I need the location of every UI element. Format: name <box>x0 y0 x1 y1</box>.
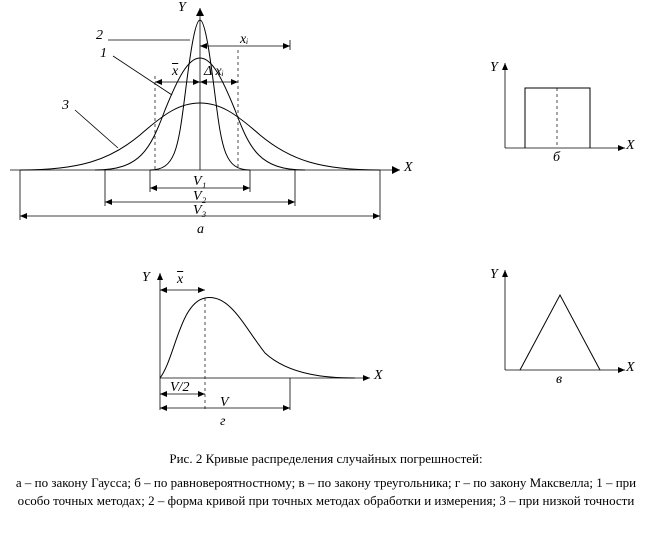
panel-g-Vhalf-label: V/2 <box>170 380 189 396</box>
panel-a-x-axis-label: X <box>404 160 413 176</box>
panel-v-x-axis-label: X <box>626 360 635 376</box>
panel-a-label-1: 1 <box>100 46 107 62</box>
panel-g-x-axis-label: X <box>374 368 383 384</box>
panel-a-y-axis-label: Y <box>178 0 186 16</box>
figure-title-text: Кривые распределения случайных погрешнос… <box>206 451 483 466</box>
figure-id: Рис. 2 <box>169 451 202 466</box>
panel-b-x-axis-label: X <box>626 138 635 154</box>
panel-a-V3-label: V₃ <box>193 203 206 219</box>
panel-a-svg <box>0 0 430 240</box>
panel-a-xi-label: xᵢ <box>240 32 248 48</box>
panel-v: Y X в <box>490 255 640 405</box>
panel-a-V1-label: V₁ <box>193 174 206 190</box>
figure-title: Рис. 2 Кривые распределения случайных по… <box>0 450 652 468</box>
panel-b-y-axis-label: Y <box>490 60 498 76</box>
panel-v-sublabel: в <box>556 372 562 388</box>
panel-b-svg <box>490 48 640 178</box>
figure-legend: а – по закону Гаусса; б – по равновероят… <box>0 474 652 510</box>
panel-g-sublabel: г <box>220 414 225 430</box>
panel-g-V-label: V <box>220 395 229 411</box>
caption-block: Рис. 2 Кривые распределения случайных по… <box>0 450 652 511</box>
panel-a: Y X 2 1 3 xᵢ Δ xᵢ x V₁ V₂ V₃ а <box>0 0 430 240</box>
panel-b-sublabel: б <box>553 150 560 166</box>
panel-a-sublabel: а <box>197 222 204 238</box>
panel-g-svg <box>130 258 390 438</box>
panel-a-dxi-label: Δ xᵢ <box>204 64 224 80</box>
panel-g: Y X x V/2 V г <box>130 258 390 438</box>
panel-a-label-2: 2 <box>96 28 103 44</box>
panel-v-svg <box>490 255 640 405</box>
panel-g-xbar-label: x <box>177 272 183 288</box>
figure-wrap: Y X 2 1 3 xᵢ Δ xᵢ x V₁ V₂ V₃ а Y X б <box>0 0 652 537</box>
panel-a-xbar-label: x <box>172 64 178 80</box>
panel-g-y-axis-label: Y <box>142 270 150 286</box>
panel-a-label-3: 3 <box>62 98 69 114</box>
panel-v-y-axis-label: Y <box>490 267 498 283</box>
panel-b: Y X б <box>490 48 640 178</box>
